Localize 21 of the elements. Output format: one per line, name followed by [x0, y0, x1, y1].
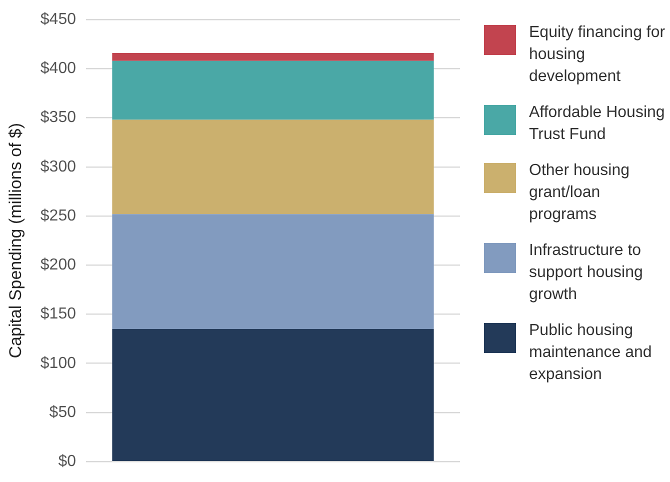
y-tick-label: $350 — [40, 109, 76, 126]
y-tick-label: $0 — [58, 453, 76, 470]
legend-label: Equity financing for housing development — [529, 23, 666, 87]
y-tick-label: $50 — [49, 404, 76, 421]
y-tick-label: $450 — [40, 11, 76, 28]
y-tick-label: $300 — [40, 158, 76, 176]
y-tick-label: $100 — [40, 354, 76, 372]
bar — [112, 52, 434, 61]
y-axis-title: Capital Spending (millions of $) — [6, 122, 25, 358]
legend-label: Public housing maintenance and expansion — [529, 321, 653, 385]
bar — [112, 60, 434, 120]
bar — [112, 329, 434, 461]
legend-label: Infrastructure to support housing growth — [529, 241, 644, 305]
y-tick-label: $400 — [40, 60, 76, 78]
legend-label: Other housing grant/loan programs — [529, 161, 631, 225]
bar — [112, 214, 434, 329]
y-tick-label: $150 — [40, 306, 76, 323]
y-tick-label: $200 — [40, 256, 76, 274]
bar — [112, 120, 434, 214]
legend-label: Affordable Housing Trust Fund — [529, 103, 666, 145]
y-tick-label: $250 — [40, 207, 76, 224]
